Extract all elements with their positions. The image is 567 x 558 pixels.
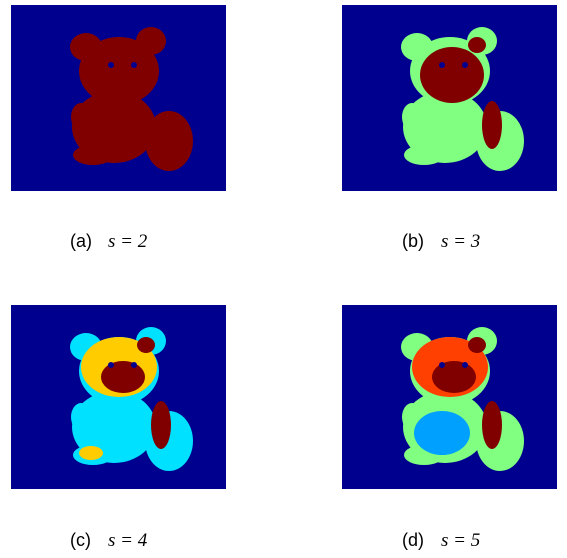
panel-image [342,5,557,191]
foot-region [79,446,103,460]
eye [131,362,137,368]
panel-image [342,305,557,489]
eye [462,62,468,68]
caption-label: (b) [402,231,424,251]
caption-label: (a) [70,231,92,251]
caption-equation: s = 2 [108,231,148,252]
panel-image [11,305,226,489]
caption-equation: s = 3 [441,231,480,252]
caption-equation: s = 5 [441,530,480,551]
caption-label: (c) [70,530,91,550]
eye [462,362,468,368]
eye [439,62,445,68]
caption-equation: s = 4 [108,530,148,551]
panel-image [11,5,226,191]
eye [439,362,445,368]
eye [131,62,137,68]
caption-label: (d) [402,530,424,550]
eye [108,362,114,368]
eye [108,62,114,68]
body-region [414,411,470,455]
